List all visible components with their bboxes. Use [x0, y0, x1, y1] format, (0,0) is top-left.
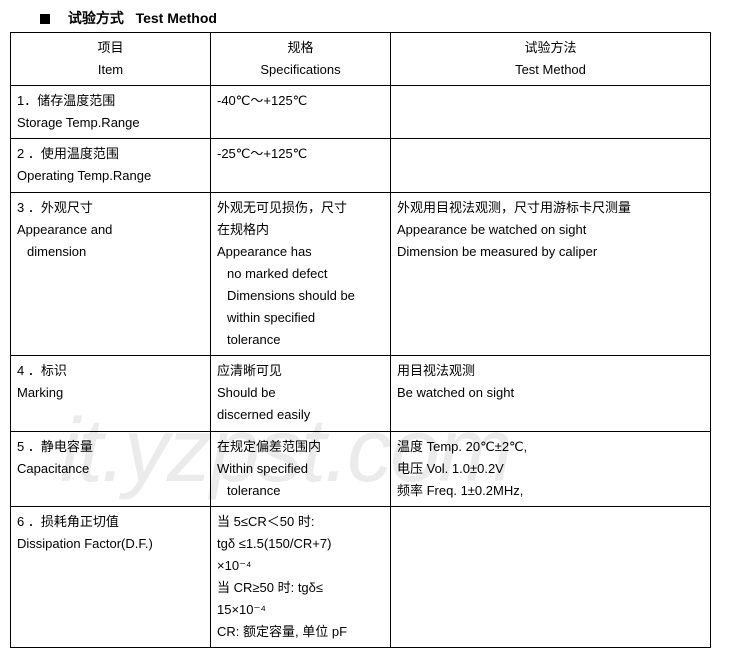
bullet-icon [40, 14, 50, 24]
cell-item: 6 ．损耗角正切值 Dissipation Factor(D.F.) [11, 506, 211, 648]
cell-method: 温度 Temp. 20℃±2℃, 电压 Vol. 1.0±0.2V 频率 Fre… [391, 431, 711, 506]
test-method-table: 项目 Item 规格 Specifications 试验方法 Test Meth… [10, 32, 711, 648]
cell-spec: 应清晰可见 Should be discerned easily [211, 356, 391, 431]
table-row: 3 ．外观尺寸 Appearance and dimension 外观无可见损伤… [11, 192, 711, 356]
table-row: 4 ．标识 Marking 应清晰可见 Should be discerned … [11, 356, 711, 431]
cell-item: 3 ．外观尺寸 Appearance and dimension [11, 192, 211, 356]
cell-spec: 当 5≤CR＜50 时: tgδ ≤1.5(150/CR+7) ×10⁻⁴ 当 … [211, 506, 391, 648]
header-spec: 规格 Specifications [211, 33, 391, 86]
table-row: 1．储存温度范围 Storage Temp.Range -40℃～+125℃ [11, 86, 711, 139]
cell-method: 外观用目视法观测，尺寸用游标卡尺测量 Appearance be watched… [391, 192, 711, 356]
cell-method [391, 506, 711, 648]
cell-method [391, 139, 711, 192]
cell-method: 用目视法观测 Be watched on sight [391, 356, 711, 431]
cell-spec: -25℃～+125℃ [211, 139, 391, 192]
section-heading: 试验方式 Test Method [40, 8, 720, 28]
cell-item: 2 ．使用温度范围 Operating Temp.Range [11, 139, 211, 192]
cell-spec: 在规定偏差范围内 Within specified tolerance [211, 431, 391, 506]
cell-item: 1．储存温度范围 Storage Temp.Range [11, 86, 211, 139]
cell-spec: 外观无可见损伤，尺寸 在规格内 Appearance has no marked… [211, 192, 391, 356]
heading-en: Test Method [136, 10, 217, 26]
header-item: 项目 Item [11, 33, 211, 86]
table-row: 6 ．损耗角正切值 Dissipation Factor(D.F.) 当 5≤C… [11, 506, 711, 648]
table-row: 5 ．静电容量 Capacitance 在规定偏差范围内 Within spec… [11, 431, 711, 506]
cell-item: 4 ．标识 Marking [11, 356, 211, 431]
heading-cn: 试验方式 [68, 10, 124, 26]
table-header-row: 项目 Item 规格 Specifications 试验方法 Test Meth… [11, 33, 711, 86]
cell-item: 5 ．静电容量 Capacitance [11, 431, 211, 506]
table-row: 2 ．使用温度范围 Operating Temp.Range -25℃～+125… [11, 139, 711, 192]
cell-method [391, 86, 711, 139]
cell-spec: -40℃～+125℃ [211, 86, 391, 139]
header-method: 试验方法 Test Method [391, 33, 711, 86]
